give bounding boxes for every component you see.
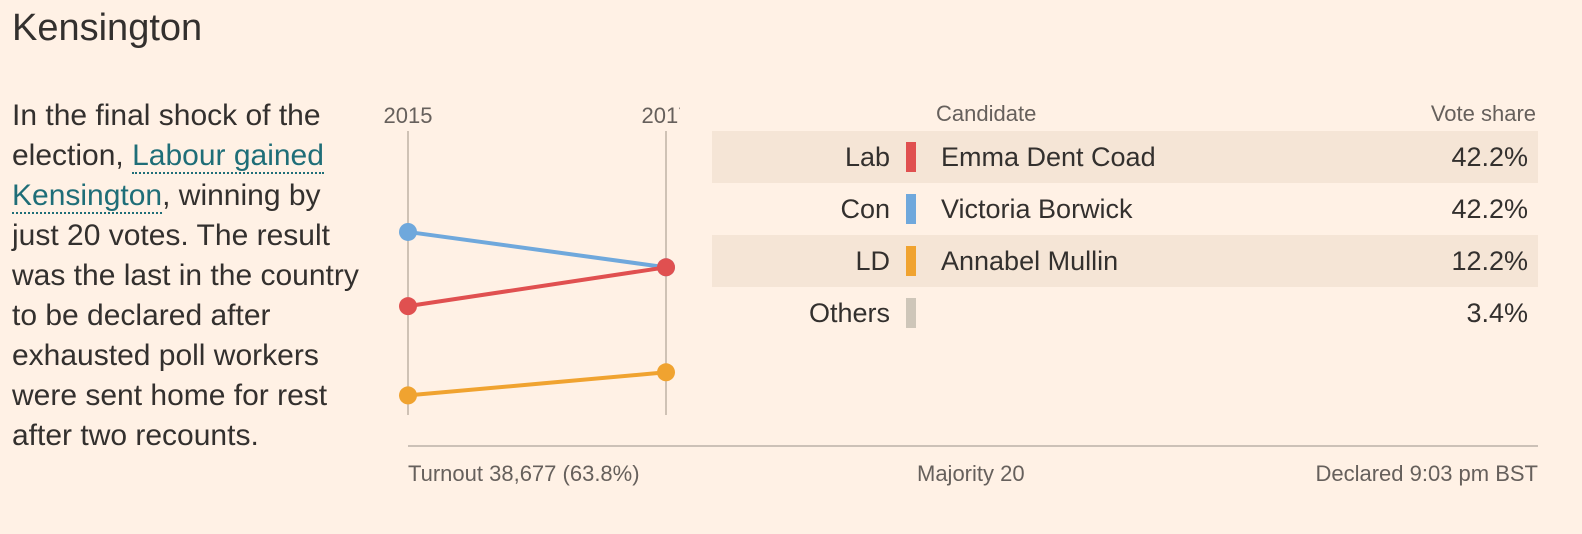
majority-text: Majority 20 <box>917 461 1025 486</box>
turnout-text: Turnout 38,677 (63.8%) <box>408 461 640 486</box>
vote-share-value: 42.2% <box>1451 194 1528 224</box>
party-label: Others <box>808 298 890 328</box>
description-text-before: In the final shock of the election, <box>12 99 321 172</box>
data-point-ld-2017 <box>657 363 675 382</box>
result-row-ld: LD Annabel Mullin 12.2% <box>712 235 1538 287</box>
candidate-name: Annabel Mullin <box>941 246 1119 276</box>
year-tick-label-2017: 2017 <box>642 103 680 128</box>
vote-share-value: 42.2% <box>1451 142 1528 172</box>
series-line-ld <box>407 370 667 398</box>
result-row-con: Con Victoria Borwick 42.2% <box>712 183 1538 235</box>
slope-chart: 2015 2017 <box>384 103 680 415</box>
party-label: LD <box>855 246 890 276</box>
party-color-swatch <box>906 298 916 328</box>
footer-divider <box>408 445 1538 447</box>
vote-share-value: 3.4% <box>1466 298 1528 328</box>
vote-share-value: 12.2% <box>1451 246 1528 276</box>
party-color-swatch <box>906 194 916 224</box>
declared-time-text: Declared 9:03 pm BST <box>1315 461 1538 486</box>
data-point-lab-2017 <box>657 258 675 277</box>
result-row-lab: Lab Emma Dent Coad 42.2% <box>712 131 1538 183</box>
result-row-others: Others 3.4% <box>712 287 1538 339</box>
candidate-name: Victoria Borwick <box>941 194 1133 224</box>
party-label: Lab <box>844 142 890 172</box>
candidate-name: Emma Dent Coad <box>941 142 1156 172</box>
year-tick-label-2015: 2015 <box>384 103 433 128</box>
series-line-lab <box>407 265 667 309</box>
result-description: In the final shock of the election, Labo… <box>12 96 362 456</box>
data-point-con-2015 <box>399 222 417 241</box>
data-point-ld-2015 <box>399 386 417 405</box>
data-point-lab-2015 <box>399 297 417 316</box>
description-text-after: , winning by just 20 votes. The result w… <box>12 179 359 452</box>
candidate-column-header: Candidate <box>936 101 1037 126</box>
party-label: Con <box>840 194 890 224</box>
labour-gained-link[interactable]: Labour gained Kensington <box>12 139 324 214</box>
series-line-con <box>407 229 667 270</box>
vote-share-column-header: Vote share <box>1430 101 1536 126</box>
party-color-swatch <box>906 246 916 276</box>
party-color-swatch <box>906 142 916 172</box>
constituency-title: Kensington <box>12 7 203 49</box>
